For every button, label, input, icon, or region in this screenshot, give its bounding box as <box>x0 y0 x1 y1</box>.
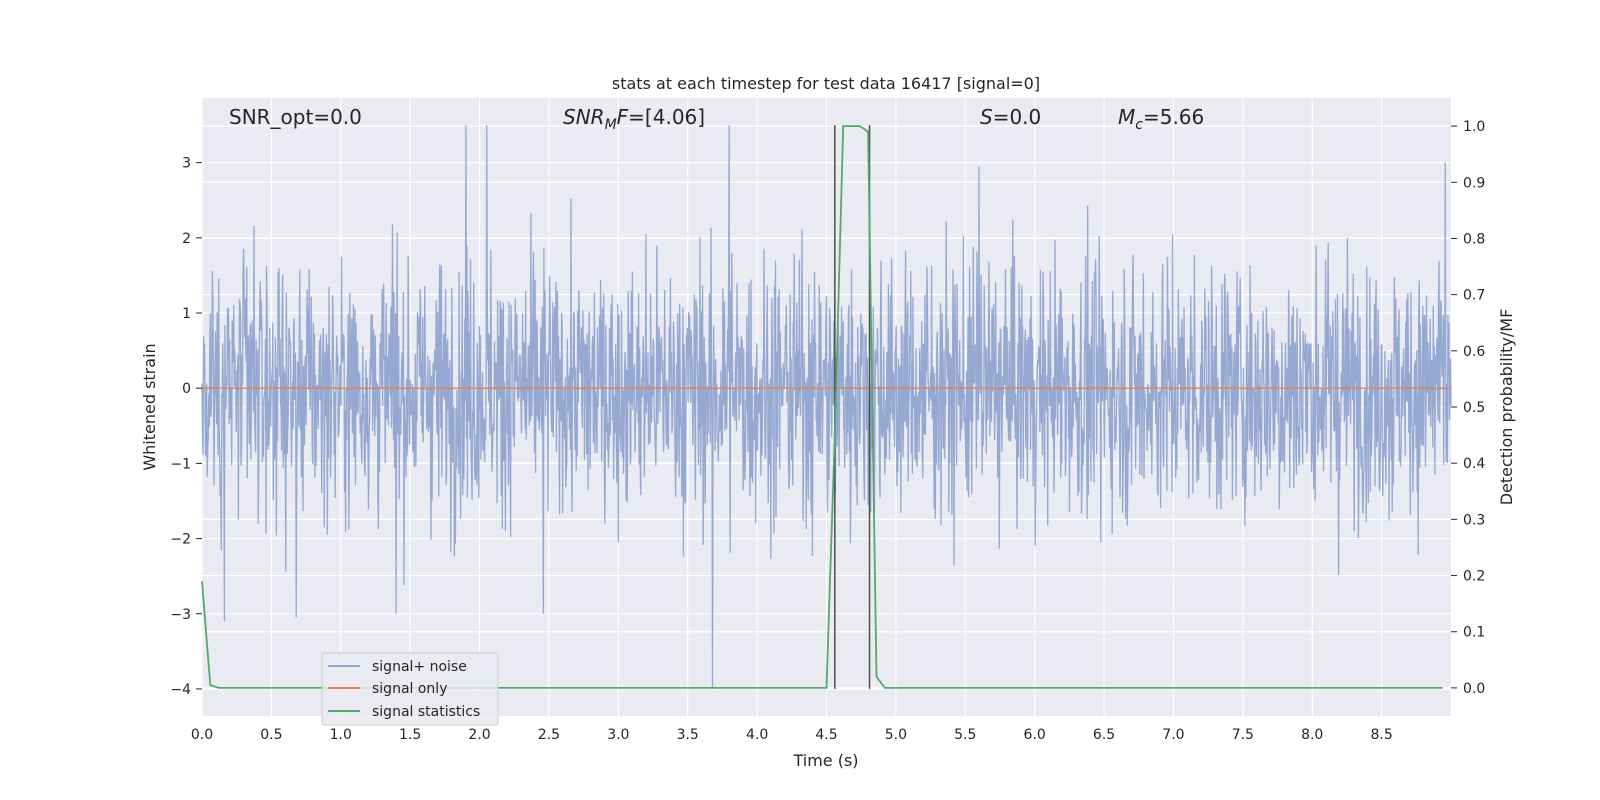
left-y-tick-label: −2 <box>170 532 191 548</box>
right-y-tick-label: 0.3 <box>1463 512 1485 528</box>
x-tick-label: 8.5 <box>1370 727 1392 743</box>
x-tick-label: 5.5 <box>954 727 976 743</box>
left-y-tick-label: 1 <box>182 306 191 322</box>
s-annotation: S=0.0 <box>980 105 1041 129</box>
x-tick-label: 3.0 <box>607 727 629 743</box>
x-tick-label: 6.5 <box>1093 727 1115 743</box>
x-tick-label: 1.5 <box>399 727 421 743</box>
snr-opt-annotation: SNR_opt=0.0 <box>229 105 362 129</box>
legend: signal+ noise signal only signal statist… <box>321 652 499 726</box>
right-y-axis-label: Detection probability/MF <box>1497 309 1516 506</box>
x-tick-label: 8.0 <box>1301 727 1323 743</box>
right-y-tick-label: 1.0 <box>1463 119 1485 135</box>
x-axis-label: Time (s) <box>792 751 858 770</box>
x-tick-label: 5.0 <box>885 727 907 743</box>
left-y-axis-label: Whitened strain <box>140 343 159 470</box>
right-y-tick-label: 0.5 <box>1463 400 1485 416</box>
left-y-tick-label: −4 <box>170 682 191 698</box>
left-y-tick-label: −1 <box>170 456 191 472</box>
left-y-tick-label: 0 <box>182 381 191 397</box>
x-tick-label: 7.0 <box>1162 727 1184 743</box>
right-y-tick-label: 0.0 <box>1463 681 1485 697</box>
right-y-tick-labels: 0.0 0.1 0.2 0.3 0.4 0.5 0.6 0.7 0.8 0.9 1.0 <box>1451 119 1485 697</box>
right-y-tick-label: 0.4 <box>1463 456 1485 472</box>
x-tick-label: 2.0 <box>468 727 490 743</box>
left-y-tick-label: −3 <box>170 607 191 623</box>
snr-mf-annotation: SNRMF=[4.06] <box>563 105 705 133</box>
signal-statistics-series <box>201 125 1443 689</box>
x-tick-label: 4.0 <box>746 727 768 743</box>
right-y-tick-label: 0.9 <box>1463 175 1485 191</box>
legend-label-stats: signal statistics <box>372 704 480 720</box>
x-tick-label: 2.5 <box>538 727 560 743</box>
left-y-tick-labels: −4 −3 −2 −1 0 1 2 3 <box>170 156 202 698</box>
right-y-tick-label: 0.8 <box>1463 231 1485 247</box>
mc-annotation: Mc=5.66 <box>1118 105 1204 133</box>
legend-label-noise: signal+ noise <box>372 659 467 675</box>
signal-statistics-line <box>201 125 1443 689</box>
x-tick-label: 6.0 <box>1024 727 1046 743</box>
left-y-tick-label: 2 <box>182 231 191 247</box>
chart-title: stats at each timestep for test data 164… <box>612 74 1040 93</box>
right-y-tick-label: 0.7 <box>1463 288 1485 304</box>
x-tick-labels: 0.0 0.5 1.0 1.5 2.0 2.5 3.0 3.5 4.0 4.5 5.0 5.5 6.0 6… <box>191 727 1393 743</box>
x-tick-label: 0.0 <box>191 727 213 743</box>
signal-noise-line <box>201 125 1452 689</box>
x-tick-label: 0.5 <box>260 727 282 743</box>
legend-box <box>321 652 499 726</box>
left-y-tick-label: 3 <box>182 156 191 172</box>
x-tick-label: 4.5 <box>815 727 837 743</box>
x-tick-label: 3.5 <box>677 727 699 743</box>
right-y-tick-label: 0.1 <box>1463 625 1485 641</box>
legend-label-signal: signal only <box>372 681 447 697</box>
x-tick-label: 7.5 <box>1232 727 1254 743</box>
signal-noise-series <box>201 125 1452 689</box>
x-tick-label: 1.0 <box>330 727 352 743</box>
right-y-tick-label: 0.2 <box>1463 569 1485 585</box>
right-y-tick-label: 0.6 <box>1463 344 1485 360</box>
